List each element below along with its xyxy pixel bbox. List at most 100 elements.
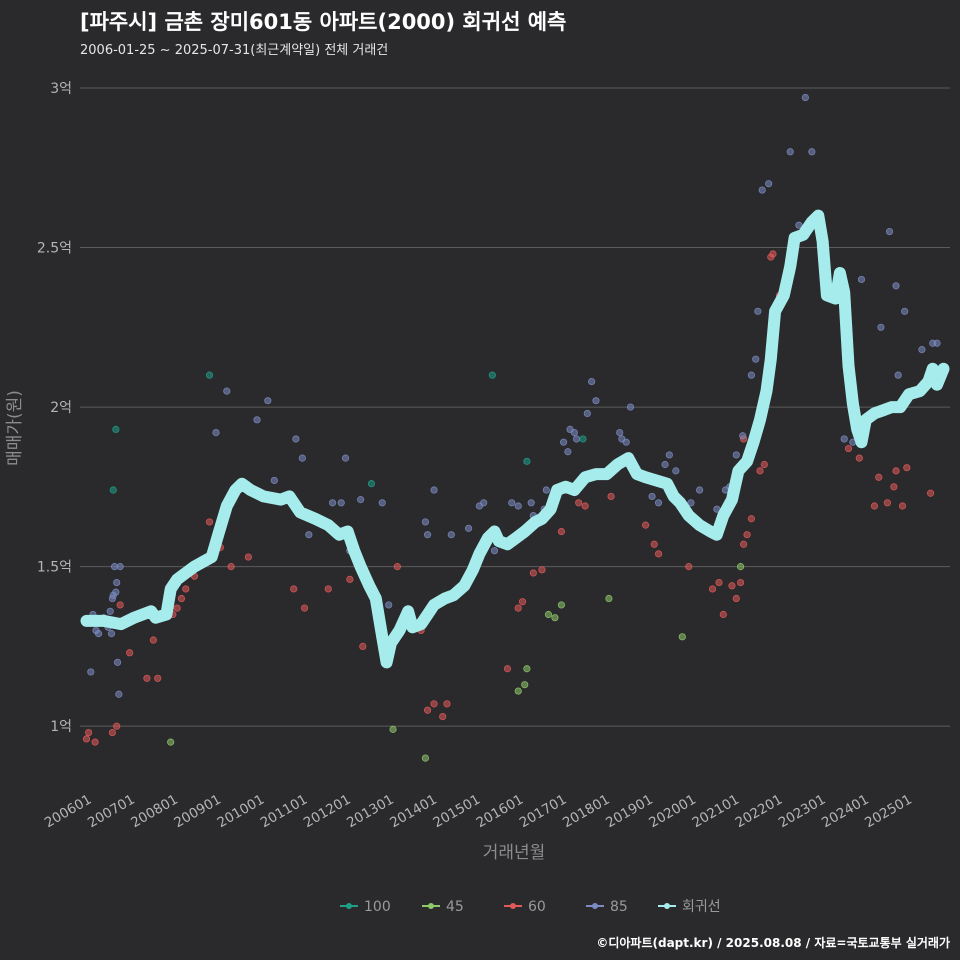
- point-85: [116, 563, 124, 571]
- point-60: [91, 738, 99, 746]
- point-85: [107, 630, 116, 638]
- chart-subtitle: 2006-01-25 ~ 2025-07-31(최근계약일) 전체 거래건: [80, 43, 388, 58]
- point-85: [758, 186, 766, 194]
- point-60: [642, 521, 650, 529]
- point-85: [490, 547, 499, 555]
- point-60: [359, 642, 367, 651]
- point-85: [892, 282, 900, 290]
- y-axis-ticks: 1억 1.5억 2억 2.5억 3억: [37, 81, 72, 735]
- point-60: [708, 585, 717, 593]
- point-60: [538, 566, 546, 574]
- point-60: [728, 582, 736, 590]
- legend-label: 45: [446, 899, 464, 915]
- point-60: [740, 540, 748, 548]
- point-60: [393, 563, 401, 571]
- point-60: [346, 575, 354, 583]
- point-60: [173, 604, 181, 612]
- point-60: [926, 489, 935, 497]
- y-tick-label: 1억: [50, 719, 72, 735]
- point-85: [808, 148, 816, 156]
- point-60: [182, 585, 190, 593]
- point-85: [583, 409, 591, 418]
- legend-item: 85: [586, 899, 628, 915]
- point-45: [514, 687, 522, 695]
- point-60: [581, 502, 589, 510]
- point-85: [857, 275, 866, 284]
- point-85: [223, 387, 231, 395]
- point-100: [205, 371, 214, 379]
- x-axis-title: 거래년월: [483, 843, 546, 863]
- point-60: [85, 728, 93, 737]
- point-85: [747, 371, 755, 379]
- point-60: [205, 518, 214, 526]
- point-85: [894, 371, 902, 379]
- point-85: [695, 486, 704, 494]
- point-85: [626, 403, 635, 411]
- point-60: [154, 674, 162, 682]
- point-60: [126, 649, 134, 657]
- point-60: [760, 460, 768, 469]
- point-85: [464, 524, 473, 532]
- point-60: [855, 454, 863, 462]
- point-60: [732, 594, 740, 603]
- point-45: [736, 563, 745, 571]
- point-60: [149, 636, 157, 644]
- point-60: [143, 674, 151, 682]
- point-60: [300, 604, 309, 612]
- point-85: [113, 658, 122, 666]
- point-45: [605, 594, 613, 603]
- point-60: [503, 665, 512, 673]
- point-85: [885, 227, 894, 236]
- point-60: [557, 527, 566, 536]
- point-85: [588, 377, 596, 386]
- point-60: [756, 467, 764, 475]
- point-85: [592, 397, 600, 405]
- point-60: [685, 563, 693, 571]
- y-tick-label: 1.5억: [37, 560, 72, 576]
- point-85: [933, 339, 941, 347]
- point-60: [324, 585, 332, 593]
- legend-item: 회귀선: [658, 899, 721, 915]
- chart-title: [파주시] 금촌 장미601동 아파트(2000) 회귀선 예측: [80, 10, 566, 34]
- point-60: [890, 483, 898, 491]
- point-85: [570, 428, 578, 437]
- point-60: [875, 473, 883, 481]
- point-85: [106, 607, 114, 615]
- regression-line: [80, 209, 950, 669]
- point-85: [661, 460, 669, 469]
- point-60: [903, 464, 911, 472]
- point-100: [367, 480, 376, 488]
- point-85: [616, 428, 624, 437]
- point-60: [736, 578, 745, 587]
- point-45: [389, 725, 397, 733]
- point-60: [529, 569, 537, 577]
- point-45: [678, 633, 686, 641]
- point-60: [607, 492, 615, 501]
- point-60: [892, 467, 900, 475]
- point-60: [244, 553, 252, 561]
- legend-label: 100: [364, 899, 391, 915]
- legend-marker: [664, 903, 670, 909]
- point-85: [542, 486, 550, 494]
- legend-marker: [592, 903, 598, 909]
- point-85: [328, 499, 337, 507]
- point-85: [687, 499, 695, 507]
- point-85: [765, 180, 773, 188]
- point-85: [527, 499, 535, 507]
- point-100: [109, 486, 117, 494]
- point-45: [523, 665, 531, 673]
- point-85: [430, 486, 438, 494]
- point-100: [112, 425, 120, 434]
- point-85: [292, 435, 300, 443]
- point-60: [443, 700, 451, 708]
- point-85: [901, 307, 909, 315]
- y-axis-title: 매매가(원): [5, 390, 25, 466]
- point-100: [523, 457, 531, 465]
- point-85: [421, 518, 430, 526]
- point-85: [341, 454, 350, 462]
- point-60: [108, 728, 116, 737]
- legend-label: 60: [528, 899, 546, 915]
- point-85: [508, 499, 516, 507]
- point-45: [544, 610, 553, 619]
